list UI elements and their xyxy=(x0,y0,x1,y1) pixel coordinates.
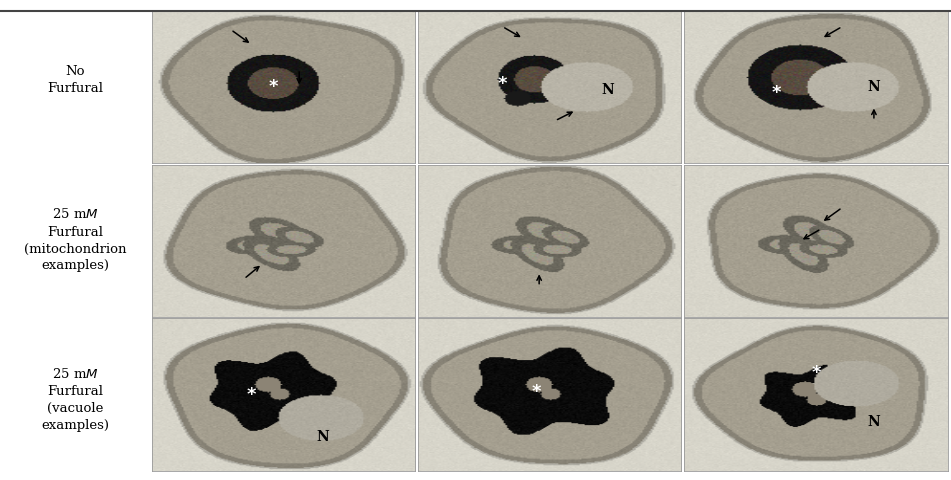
Text: No
Furfural: No Furfural xyxy=(48,65,103,95)
Text: *: * xyxy=(771,84,781,102)
Text: N: N xyxy=(317,430,329,444)
Text: 25 m$M$
Furfural
(mitochondrion
examples): 25 m$M$ Furfural (mitochondrion examples… xyxy=(24,207,126,273)
Text: N: N xyxy=(867,415,881,429)
Text: *: * xyxy=(268,78,278,96)
Text: N: N xyxy=(867,80,881,95)
Text: *: * xyxy=(532,383,541,400)
Text: *: * xyxy=(811,364,821,382)
Text: *: * xyxy=(497,75,507,93)
Text: *: * xyxy=(247,385,257,404)
Text: N: N xyxy=(601,84,614,97)
Text: 25 m$M$
Furfural
(vacuole
examples): 25 m$M$ Furfural (vacuole examples) xyxy=(41,367,109,432)
